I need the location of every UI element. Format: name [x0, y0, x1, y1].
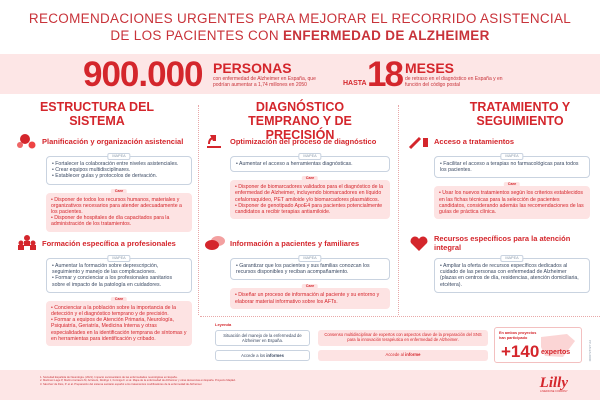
- page-title: RECOMENDACIONES URGENTES PARA MEJORAR EL…: [28, 11, 572, 43]
- column-divider: [198, 105, 199, 315]
- mapea-box: MAPEA Aumentar la formación sobre depres…: [46, 255, 192, 293]
- hasta-label: HASTA: [343, 80, 367, 87]
- people-number: 900.000: [83, 55, 204, 94]
- speech-bubbles-icon: [204, 234, 226, 252]
- mapea-box: MAPEA Aumentar el acceso a herramientas …: [230, 153, 390, 173]
- months-number: 18: [367, 55, 404, 94]
- column-diagnostico: DIAGNÓSTICO TEMPRANO Y DE PRECISIÓN Opti…: [200, 100, 396, 309]
- care-box: Care Diseñar un proceso de información a…: [230, 284, 390, 309]
- care-box: Care Disponer de biomarcadores validados…: [230, 176, 390, 220]
- legend-divider: [200, 316, 600, 317]
- mapea-box: MAPEA Garantizar que los pacientes y sus…: [230, 255, 390, 281]
- section-optimizacion: Optimización del proceso de diagnóstico …: [200, 132, 396, 220]
- care-box: Care Concienciar a la población sobre la…: [46, 296, 192, 347]
- section-planificacion: Planificación y organización asistencial…: [2, 132, 198, 232]
- section-acceso: Acceso a tratamientos MAPEA Facilitar el…: [400, 132, 596, 220]
- section-formacion: Formación específica a profesionales MAP…: [2, 234, 198, 347]
- column-divider: [398, 105, 399, 315]
- lilly-logo: Lilly A MEDICINE COMPANY: [539, 375, 568, 394]
- legend-care-desc: Consenso multidisciplinar de expertos co…: [318, 330, 488, 346]
- section-recursos: Recursos específicos para la atención in…: [400, 234, 596, 293]
- mapea-box: MAPEA Fortalecer la colaboración entre n…: [46, 153, 192, 185]
- mapea-box: MAPEA Facilitar el acceso a terapias no …: [434, 153, 590, 179]
- hearts-icon: [408, 234, 430, 252]
- references: 1. Sociedad Española de Neurología. (202…: [40, 376, 236, 386]
- months-desc: de retraso en el diagnóstico en España y…: [405, 76, 503, 88]
- spain-map-icon: [541, 334, 575, 357]
- footer: 1. Sociedad Española de Neurología. (202…: [0, 370, 600, 400]
- microscope-icon: [204, 132, 226, 150]
- care-report-link[interactable]: Accede al informe: [318, 350, 488, 361]
- professionals-group-icon: [16, 234, 38, 252]
- experts-box: En ambos proyectos han participado +140 …: [494, 327, 582, 363]
- care-box: Care Usar los nuevos tratamientos según …: [434, 182, 590, 220]
- months-label: MESES: [405, 60, 455, 76]
- people-label: PERSONAS: [213, 60, 292, 76]
- column-tratamiento: TRATAMIENTO Y SEGUIMIENTO Acceso a trata…: [400, 100, 596, 293]
- legend-mapea-desc: Situación del manejo de la enfermedad de…: [215, 330, 310, 346]
- care-box: Care Disponer de todos los recursos huma…: [46, 188, 192, 232]
- document-code: PP-LB-ES-0000: [588, 340, 592, 362]
- column-estructura: ESTRUCTURA DEL SISTEMA Planificación y o…: [2, 100, 198, 347]
- mapea-box: MAPEA Ampliar la oferta de recursos espe…: [434, 255, 590, 293]
- people-network-icon: [16, 132, 38, 150]
- legend-label: Leyenda: [215, 322, 232, 327]
- stats-band: [0, 54, 600, 94]
- syringe-vial-icon: [408, 132, 430, 150]
- people-desc: con enfermedad de Alzheimer en España, q…: [213, 76, 316, 88]
- section-informacion: Información a pacientes y familiares MAP…: [200, 234, 396, 309]
- mapea-reports-link[interactable]: Accede a los informes: [215, 350, 310, 361]
